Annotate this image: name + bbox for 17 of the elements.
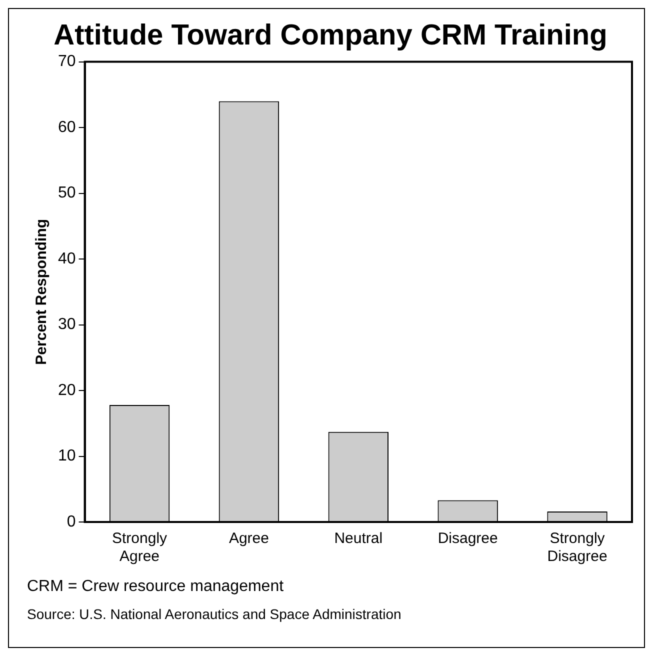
y-tick-label: 70 xyxy=(58,53,76,70)
y-tick-label: 30 xyxy=(58,316,76,334)
y-tick-label: 60 xyxy=(58,118,76,136)
x-tick-label: Agree xyxy=(228,530,269,548)
y-tick-label: 10 xyxy=(58,448,76,465)
x-tick-label: Strongly Agree xyxy=(112,530,168,566)
chart-title: Attitude Toward Company CRM Training xyxy=(54,19,608,52)
x-tick-label: Disagree xyxy=(438,530,498,548)
y-tick-label: 40 xyxy=(58,250,76,268)
y-tick-label: 50 xyxy=(58,184,76,202)
x-tick-label: Neutral xyxy=(334,530,383,548)
source-note: Source: U.S. National Aeronautics and Space Administration xyxy=(27,606,402,622)
x-tick-label: Strongly Disagree xyxy=(547,530,608,566)
y-tick-label: 20 xyxy=(58,382,76,399)
text: CRM = Crew resource management xyxy=(27,578,285,596)
y-tick-label: 0 xyxy=(66,513,76,530)
y-axis-title: Percent Responding xyxy=(33,218,50,365)
